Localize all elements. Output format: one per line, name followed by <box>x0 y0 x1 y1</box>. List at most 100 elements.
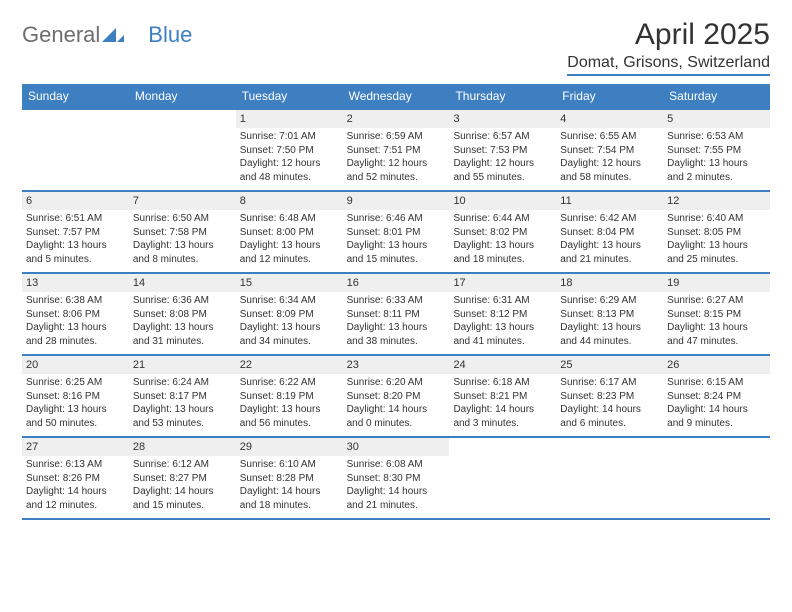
day-cell: 19Sunrise: 6:27 AMSunset: 8:15 PMDayligh… <box>663 272 770 354</box>
daylight-text: Daylight: 13 hours and 28 minutes. <box>26 321 125 348</box>
sunrise-text: Sunrise: 6:12 AM <box>133 458 232 472</box>
day-number: 12 <box>663 190 770 210</box>
sunrise-text: Sunrise: 6:38 AM <box>26 294 125 308</box>
day-details: Sunrise: 6:24 AMSunset: 8:17 PMDaylight:… <box>129 374 236 436</box>
daylight-text: Daylight: 13 hours and 12 minutes. <box>240 239 339 266</box>
month-title: April 2025 <box>567 18 770 52</box>
daylight-text: Daylight: 14 hours and 18 minutes. <box>240 485 339 512</box>
day-details: Sunrise: 6:48 AMSunset: 8:00 PMDaylight:… <box>236 210 343 272</box>
day-cell: 11Sunrise: 6:42 AMSunset: 8:04 PMDayligh… <box>556 190 663 272</box>
day-cell <box>556 436 663 518</box>
sunrise-text: Sunrise: 6:17 AM <box>560 376 659 390</box>
logo-text-part2: Blue <box>148 22 192 48</box>
sunrise-text: Sunrise: 6:53 AM <box>667 130 766 144</box>
day-cell <box>449 436 556 518</box>
logo-sail-icon <box>102 22 124 48</box>
day-number: 10 <box>449 190 556 210</box>
sunset-text: Sunset: 8:02 PM <box>453 226 552 240</box>
sunrise-text: Sunrise: 6:10 AM <box>240 458 339 472</box>
sunrise-text: Sunrise: 6:57 AM <box>453 130 552 144</box>
daylight-text: Daylight: 14 hours and 21 minutes. <box>347 485 446 512</box>
sunset-text: Sunset: 8:17 PM <box>133 390 232 404</box>
day-number: 2 <box>343 108 450 128</box>
day-number: 29 <box>236 436 343 456</box>
sunrise-text: Sunrise: 6:27 AM <box>667 294 766 308</box>
sunrise-text: Sunrise: 6:22 AM <box>240 376 339 390</box>
day-number: 26 <box>663 354 770 374</box>
day-number: 22 <box>236 354 343 374</box>
daylight-text: Daylight: 13 hours and 34 minutes. <box>240 321 339 348</box>
daylight-text: Daylight: 13 hours and 44 minutes. <box>560 321 659 348</box>
sunset-text: Sunset: 8:09 PM <box>240 308 339 322</box>
daylight-text: Daylight: 13 hours and 5 minutes. <box>26 239 125 266</box>
day-details-empty <box>663 454 770 516</box>
sunset-text: Sunset: 7:58 PM <box>133 226 232 240</box>
day-number: 4 <box>556 108 663 128</box>
day-details: Sunrise: 7:01 AMSunset: 7:50 PMDaylight:… <box>236 128 343 190</box>
day-number: 21 <box>129 354 236 374</box>
sunset-text: Sunset: 7:57 PM <box>26 226 125 240</box>
day-number: 15 <box>236 272 343 292</box>
day-cell: 10Sunrise: 6:44 AMSunset: 8:02 PMDayligh… <box>449 190 556 272</box>
day-details: Sunrise: 6:25 AMSunset: 8:16 PMDaylight:… <box>22 374 129 436</box>
daylight-text: Daylight: 12 hours and 55 minutes. <box>453 157 552 184</box>
location-title: Domat, Grisons, Switzerland <box>567 54 770 76</box>
day-number: 13 <box>22 272 129 292</box>
sunset-text: Sunset: 7:55 PM <box>667 144 766 158</box>
day-details: Sunrise: 6:46 AMSunset: 8:01 PMDaylight:… <box>343 210 450 272</box>
day-cell: 23Sunrise: 6:20 AMSunset: 8:20 PMDayligh… <box>343 354 450 436</box>
empty-day <box>663 436 770 454</box>
day-details: Sunrise: 6:15 AMSunset: 8:24 PMDaylight:… <box>663 374 770 436</box>
sunrise-text: Sunrise: 6:15 AM <box>667 376 766 390</box>
daylight-text: Daylight: 14 hours and 15 minutes. <box>133 485 232 512</box>
sunrise-text: Sunrise: 6:29 AM <box>560 294 659 308</box>
day-details-empty <box>129 126 236 188</box>
day-cell: 3 Sunrise: 6:57 AMSunset: 7:53 PMDaylight… <box>449 108 556 190</box>
day-number: 27 <box>22 436 129 456</box>
day-details: Sunrise: 6:20 AMSunset: 8:20 PMDaylight:… <box>343 374 450 436</box>
dayhead-monday: Monday <box>129 84 236 108</box>
dayhead-tuesday: Tuesday <box>236 84 343 108</box>
calendar: Sunday Monday Tuesday Wednesday Thursday… <box>22 84 770 520</box>
daylight-text: Daylight: 12 hours and 58 minutes. <box>560 157 659 184</box>
day-number: 1 <box>236 108 343 128</box>
daylight-text: Daylight: 13 hours and 38 minutes. <box>347 321 446 348</box>
daylight-text: Daylight: 13 hours and 47 minutes. <box>667 321 766 348</box>
day-details: Sunrise: 6:08 AMSunset: 8:30 PMDaylight:… <box>343 456 450 518</box>
day-header-row: Sunday Monday Tuesday Wednesday Thursday… <box>22 84 770 108</box>
sunrise-text: Sunrise: 6:36 AM <box>133 294 232 308</box>
day-cell: 9Sunrise: 6:46 AMSunset: 8:01 PMDaylight… <box>343 190 450 272</box>
dayhead-thursday: Thursday <box>449 84 556 108</box>
sunset-text: Sunset: 8:13 PM <box>560 308 659 322</box>
day-number: 9 <box>343 190 450 210</box>
sunset-text: Sunset: 8:23 PM <box>560 390 659 404</box>
sunset-text: Sunset: 7:53 PM <box>453 144 552 158</box>
day-details: Sunrise: 6:27 AMSunset: 8:15 PMDaylight:… <box>663 292 770 354</box>
page: General Blue April 2025 Domat, Grisons, … <box>0 0 792 530</box>
title-block: April 2025 Domat, Grisons, Switzerland <box>567 18 770 76</box>
trailing-rule <box>22 518 770 520</box>
day-cell <box>129 108 236 190</box>
day-number: 11 <box>556 190 663 210</box>
daylight-text: Daylight: 14 hours and 9 minutes. <box>667 403 766 430</box>
daylight-text: Daylight: 13 hours and 15 minutes. <box>347 239 446 266</box>
day-number: 5 <box>663 108 770 128</box>
sunset-text: Sunset: 8:27 PM <box>133 472 232 486</box>
day-cell: 24Sunrise: 6:18 AMSunset: 8:21 PMDayligh… <box>449 354 556 436</box>
day-cell <box>22 108 129 190</box>
daylight-text: Daylight: 14 hours and 3 minutes. <box>453 403 552 430</box>
sunrise-text: Sunrise: 6:40 AM <box>667 212 766 226</box>
day-number: 3 <box>449 108 556 128</box>
day-details: Sunrise: 6:44 AMSunset: 8:02 PMDaylight:… <box>449 210 556 272</box>
day-details: Sunrise: 6:18 AMSunset: 8:21 PMDaylight:… <box>449 374 556 436</box>
daylight-text: Daylight: 13 hours and 18 minutes. <box>453 239 552 266</box>
daylight-text: Daylight: 13 hours and 21 minutes. <box>560 239 659 266</box>
sunrise-text: Sunrise: 6:48 AM <box>240 212 339 226</box>
sunset-text: Sunset: 8:28 PM <box>240 472 339 486</box>
sunrise-text: Sunrise: 6:25 AM <box>26 376 125 390</box>
day-cell: 17Sunrise: 6:31 AMSunset: 8:12 PMDayligh… <box>449 272 556 354</box>
week-row: 13Sunrise: 6:38 AMSunset: 8:06 PMDayligh… <box>22 272 770 354</box>
sunset-text: Sunset: 8:19 PM <box>240 390 339 404</box>
header: General Blue April 2025 Domat, Grisons, … <box>22 18 770 76</box>
sunset-text: Sunset: 7:50 PM <box>240 144 339 158</box>
